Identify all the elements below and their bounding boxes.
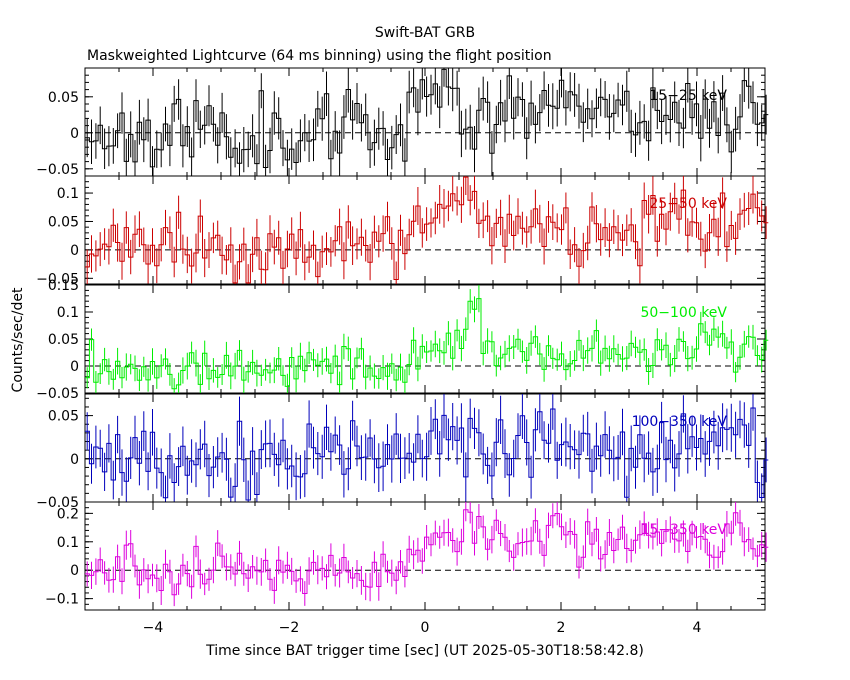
error-bars [86, 502, 767, 607]
x-tick-label: −2 [279, 620, 300, 636]
panel-25-50-kev: −0.05 0 0.05 0.1 25−50 keV [36, 175, 769, 287]
band-label: 25−50 keV [649, 196, 727, 212]
y-tick-label: −0.05 [36, 495, 79, 511]
x-tick-label: 0 [421, 620, 430, 636]
y-tick-label: 0 [70, 563, 79, 579]
series-line [85, 176, 769, 284]
y-tick-label: 0.1 [57, 305, 79, 321]
panel-15-350-kev: −0.1 0 0.1 0.2 15−350 keV [45, 501, 769, 611]
x-tick-label: 4 [693, 620, 702, 636]
error-bars [86, 285, 767, 393]
band-label: 50−100 keV [640, 305, 727, 321]
series-line [85, 509, 769, 596]
y-tick-label: 0.05 [48, 90, 79, 106]
y-tick-label: 0.15 [48, 278, 79, 294]
panel-50-100-kev: −0.05 0 0.05 0.1 0.15 50−100 keV [36, 278, 769, 402]
y-tick-label: 0 [70, 359, 79, 375]
y-tick-label: 0 [70, 126, 79, 142]
y-tick-label: 0 [70, 452, 79, 468]
y-tick-label: 0 [70, 243, 79, 259]
y-tick-label: 0.05 [48, 214, 79, 230]
y-tick-label: −0.05 [36, 271, 79, 287]
series-line [85, 68, 769, 168]
chart-subtitle: Maskweighted Lightcurve (64 ms binning) … [87, 48, 552, 64]
y-tick-label: −0.05 [36, 386, 79, 402]
y-tick-label: −0.05 [36, 162, 79, 178]
panel-15-25-kev: −0.05 0 0.05 15−25 keV [36, 67, 769, 178]
x-tick-label: −4 [143, 620, 164, 636]
x-tick-label: 2 [557, 620, 566, 636]
band-label: 15−350 keV [640, 522, 727, 538]
y-tick-label: 0.2 [57, 506, 79, 522]
band-label: 100−350 keV [632, 414, 728, 430]
chart-title: Swift-BAT GRB [375, 25, 475, 41]
panels-group: −0.05 0 0.05 15−25 keV −0.05 0 0.05 0.1 25−50 ke… [36, 67, 769, 636]
y-axis-label: Counts/sec/det [10, 287, 26, 392]
panel-100-350-kev: −0.05 0 0.05 100−350 keV [36, 393, 769, 511]
band-label: 15−25 keV [649, 88, 727, 104]
y-tick-label: 0.1 [57, 186, 79, 202]
series-line [85, 298, 769, 390]
error-bars [86, 176, 767, 284]
y-tick-label: 0.05 [48, 409, 79, 425]
y-tick-label: −0.1 [45, 592, 79, 608]
y-tick-label: 0.05 [48, 332, 79, 348]
y-tick-label: 0.1 [57, 535, 79, 551]
x-axis-label: Time since BAT trigger time [sec] (UT 20… [205, 643, 644, 659]
series-line [85, 407, 769, 501]
